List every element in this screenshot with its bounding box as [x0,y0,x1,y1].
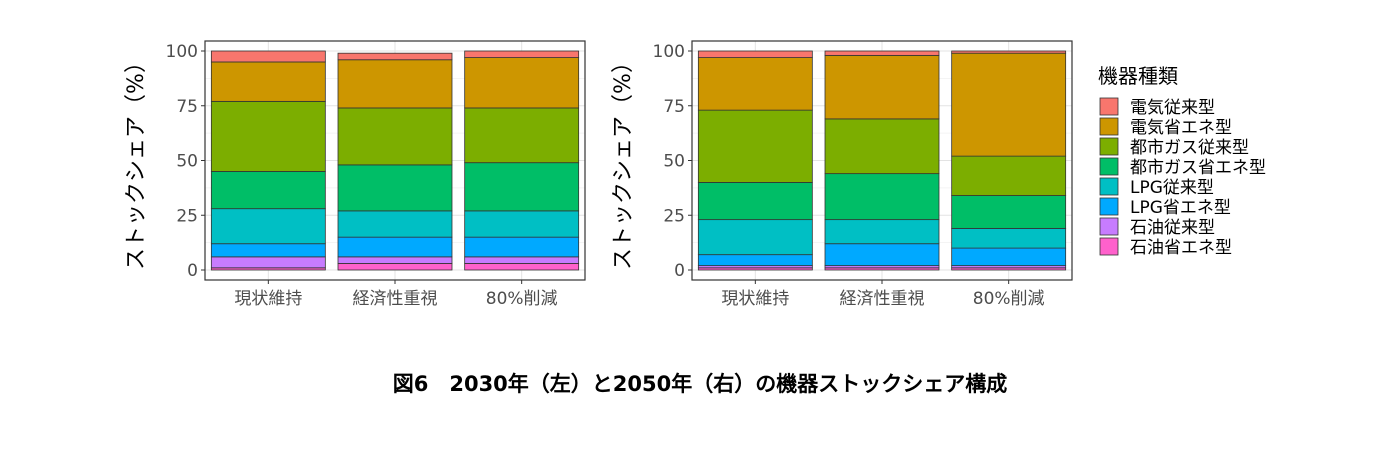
bar-segment [210,61,326,102]
bar-segment [210,243,326,258]
bar-segment [464,57,580,109]
x-tick-label: 80%削減 [973,289,1045,309]
x-tick-label: 経済性重視 [353,289,438,309]
legend-label: 電気従来型 [1130,98,1215,118]
figure-caption: 図6 2030年（左）と2050年（右）の機器ストックシェア構成 [392,372,1008,396]
bar-segment [464,263,580,271]
bar-segment [824,50,940,56]
bar-segment [210,171,326,210]
bar-segment [210,50,326,63]
bar-segment [337,59,453,109]
y-tick-label: 0 [187,261,198,281]
bar-segment [337,263,453,271]
legend-label: 石油省エネ型 [1130,238,1232,258]
legend-swatch [1099,177,1119,196]
bar-segment [210,100,326,172]
bar-segment [824,54,940,120]
legend-swatch [1099,217,1119,236]
legend: 機器種類電気従来型電気省エネ型都市ガス従来型都市ガス省エネ型LPG従来型LPG省… [1098,64,1266,258]
x-tick-label: 現状維持 [234,289,302,309]
y-axis-title: ストックシェア（%） [611,51,636,270]
bar-segment [951,50,1067,54]
plot-border [691,40,1073,281]
x-tick-label: 現状維持 [721,289,789,309]
legend-label: 都市ガス省エネ型 [1130,158,1266,178]
bar-segment [464,162,580,212]
legend-label: 都市ガス従来型 [1130,138,1249,158]
chart-panel-left: 現状維持 経済性重視 80%削減 0 25 50 75 100 ストックシェア（%） [124,40,586,309]
bar-segment [337,256,453,264]
bar-segment [697,219,813,256]
legend-swatch [1099,137,1119,156]
legend-label: 電気省エネ型 [1130,118,1232,138]
bar-segment [337,164,453,212]
y-tick-label: 25 [663,206,685,226]
bar-segment [210,208,326,245]
bar-segment [824,243,940,267]
legend-label: LPG省エネ型 [1130,198,1231,218]
bar-segment [824,173,940,221]
bar-segment [697,57,813,111]
bar-segment [464,210,580,238]
bar-segment [697,254,813,267]
y-axis-title: ストックシェア（%） [124,51,149,270]
legend-swatch [1099,97,1119,116]
bar-segment [464,236,580,258]
legend-title: 機器種類 [1098,64,1178,88]
legend-label: 石油従来型 [1130,218,1215,238]
bar-segment [951,195,1067,229]
bar-segment [464,107,580,164]
plot-border [204,40,586,281]
y-tick-label: 50 [663,152,685,172]
x-tick-label: 80%削減 [486,289,558,309]
y-tick-label: 100 [653,42,685,62]
bar-segment [951,247,1067,267]
bar-segment [337,52,453,61]
y-tick-label: 75 [176,97,198,117]
bar-segment [337,210,453,238]
y-tick-label: 50 [176,152,198,172]
legend-swatch [1099,117,1119,136]
bar-segment [210,256,326,269]
bar-segment [697,181,813,221]
bar-segment [697,109,813,183]
bar-segment [951,155,1067,196]
legend-swatch [1099,157,1119,176]
y-tick-label: 100 [166,42,198,62]
bar-segment [824,118,940,175]
bar-segment [824,219,940,245]
bar-segment [464,50,580,58]
legend-swatch [1099,237,1119,256]
bar-segment [697,50,813,58]
legend-swatch [1099,197,1119,216]
bar-segment [951,227,1067,249]
bar-segment [337,107,453,166]
y-tick-label: 75 [663,97,685,117]
bar-segment [464,256,580,264]
bar-segment [337,236,453,258]
y-tick-label: 25 [176,206,198,226]
legend-label: LPG従来型 [1130,178,1214,198]
chart-panel-right: 現状維持 経済性重視 80%削減 0 25 50 75 100 ストックシェア（%） [611,40,1073,309]
y-tick-label: 0 [674,261,685,281]
bar-segment [951,52,1067,157]
x-tick-label: 経済性重視 [840,289,925,309]
